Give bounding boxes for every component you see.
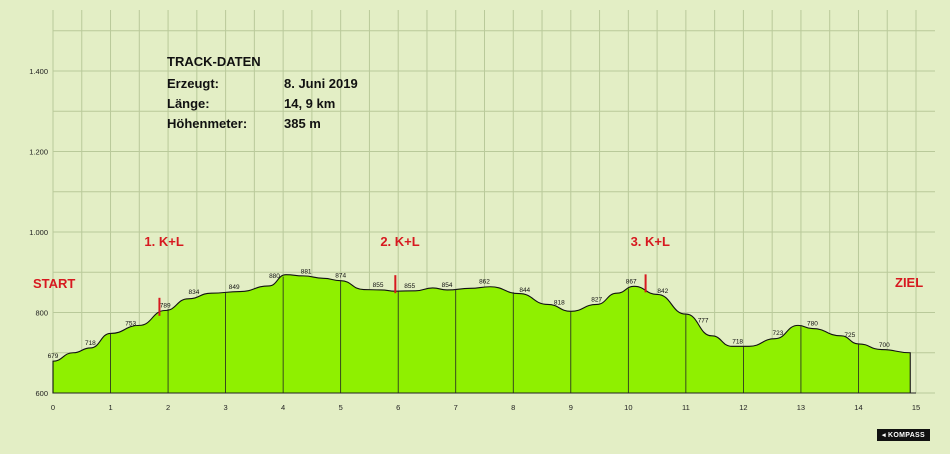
x-tick-label: 0 [51, 403, 55, 412]
x-tick-label: 13 [797, 403, 805, 412]
x-tick-label: 11 [682, 403, 690, 412]
y-tick-label: 800 [35, 309, 48, 318]
created-label: Erzeugt: [167, 76, 219, 91]
track-info-title: TRACK-DATEN [167, 54, 261, 69]
elevation-point-label: 723 [772, 330, 783, 337]
refreshment-markers: 1. K+L 2. K+L 3. K+L [144, 234, 670, 316]
kilometer-lines [110, 276, 859, 393]
elevation-point-label: 753 [125, 321, 136, 328]
elevation-point-label: 880 [269, 273, 280, 280]
elevation-point-label: 679 [48, 353, 59, 360]
x-tick-label: 12 [739, 403, 747, 412]
profile-area-layer [52, 274, 911, 394]
refreshment-marker-label: 1. K+L [144, 234, 183, 249]
x-tick-label: 3 [224, 403, 228, 412]
track-info-box: TRACK-DATEN Erzeugt: 8. Juni 2019 Länge:… [167, 54, 358, 131]
chart-axes: 0 1 2 3 4 5 6 7 8 9 10 11 12 13 14 156008001.0001.2001.… [29, 67, 920, 412]
x-tick-label: 14 [854, 403, 862, 412]
length-value: 14, 9 km [284, 96, 335, 111]
x-tick-label: 4 [281, 403, 285, 412]
finish-label: ZIEL [895, 275, 923, 290]
elevation-point-label: 718 [732, 338, 743, 345]
x-tick-label: 10 [624, 403, 632, 412]
y-tick-label: 1.000 [29, 228, 48, 237]
elevation-labels: 679 718 753 789 834 849 880 881 874 855 855 854 862 8… [48, 268, 891, 360]
elevation-point-label: 849 [229, 284, 240, 291]
elevation-point-label: 834 [189, 289, 200, 296]
refreshment-marker-label: 3. K+L [631, 234, 670, 249]
start-label: START [33, 276, 75, 291]
x-tick-label: 9 [569, 403, 573, 412]
x-tick-label: 1 [108, 403, 112, 412]
y-tick-label: 1.200 [29, 148, 48, 157]
elevation-point-label: 855 [404, 283, 415, 290]
created-value: 8. Juni 2019 [284, 76, 358, 91]
refreshment-marker-label: 2. K+L [380, 234, 419, 249]
length-label: Länge: [167, 96, 210, 111]
elevation-point-label: 867 [626, 279, 637, 286]
elevation-point-label: 844 [519, 287, 530, 294]
elevation-point-label: 789 [160, 302, 171, 309]
kompass-logo: ◂ KOMPASS [876, 429, 930, 441]
elevation-point-label: 700 [879, 342, 890, 349]
elevation-point-label: 818 [554, 300, 565, 307]
ascent-value: 385 m [284, 116, 321, 131]
elevation-point-label: 718 [85, 340, 96, 347]
elevation-profile-area [52, 274, 911, 394]
elevation-point-label: 862 [479, 279, 490, 286]
elevation-point-label: 874 [335, 273, 346, 280]
elevation-point-label: 777 [698, 317, 709, 324]
elevation-point-label: 780 [807, 321, 818, 328]
elevation-point-label: 842 [657, 288, 668, 295]
x-tick-label: 8 [511, 403, 515, 412]
ascent-label: Höhenmeter: [167, 116, 247, 131]
x-tick-label: 15 [912, 403, 920, 412]
x-tick-label: 6 [396, 403, 400, 412]
x-tick-label: 2 [166, 403, 170, 412]
elevation-point-label: 855 [373, 282, 384, 289]
y-tick-label: 600 [35, 389, 48, 398]
y-tick-label: 1.400 [29, 67, 48, 76]
x-tick-label: 7 [454, 403, 458, 412]
elevation-point-label: 854 [442, 282, 453, 289]
elevation-point-label: 827 [591, 296, 602, 303]
x-tick-label: 5 [339, 403, 343, 412]
elevation-point-label: 881 [301, 268, 312, 275]
elevation-point-label: 725 [844, 332, 855, 339]
